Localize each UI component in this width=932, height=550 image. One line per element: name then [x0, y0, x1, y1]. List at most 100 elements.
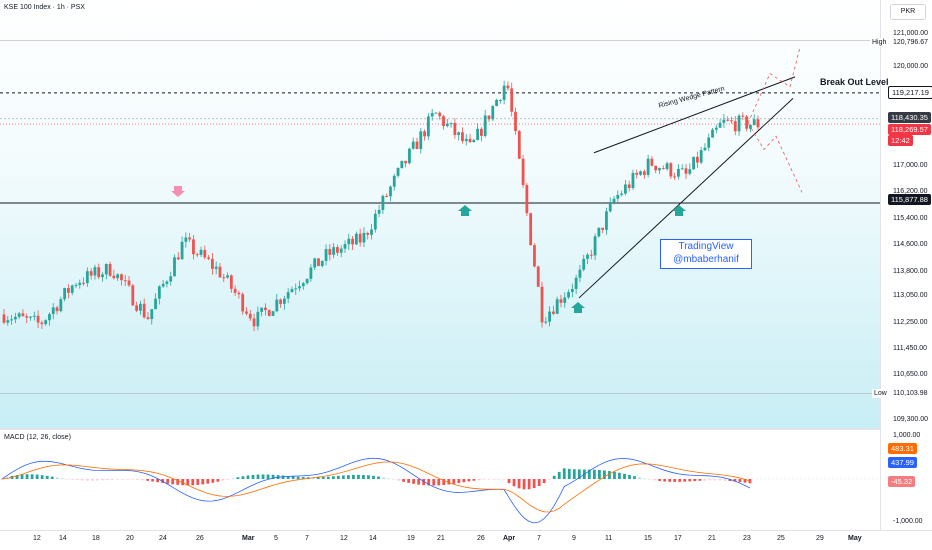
time-tick-label: 21 — [708, 535, 716, 542]
candle-up — [286, 292, 290, 299]
macd-histogram-bar — [653, 479, 657, 481]
macd-histogram-bar — [638, 477, 641, 479]
time-tick-label: 7 — [537, 535, 541, 542]
macd-histogram-bar — [326, 476, 330, 479]
candle-up — [677, 168, 680, 177]
candle-down — [229, 275, 233, 289]
macd-histogram-bar — [281, 475, 285, 479]
macd-histogram-bar — [85, 479, 89, 481]
candle-up — [718, 122, 722, 128]
macd-histogram-bar — [397, 479, 400, 481]
candle-down — [453, 122, 457, 135]
candle-down — [176, 257, 180, 260]
candle-up — [483, 115, 487, 136]
macd-histogram-bar — [457, 479, 461, 484]
last-price-tag: 118,430.35 — [888, 112, 931, 123]
macd-histogram-bar — [663, 479, 667, 482]
currency-button[interactable]: PKR — [890, 4, 926, 20]
candle-up — [426, 116, 430, 137]
macd-histogram-bar — [437, 479, 441, 486]
candle-down — [510, 88, 514, 112]
candle-up — [173, 257, 176, 277]
candle-down — [438, 112, 442, 117]
candle-down — [222, 277, 226, 279]
candle-down — [248, 313, 252, 319]
candle-down — [97, 267, 101, 278]
time-tick-label: 5 — [274, 535, 278, 542]
macd-histogram-bar — [261, 474, 265, 479]
candle-up — [282, 298, 286, 304]
macd-histogram-bar — [226, 479, 230, 480]
macd-legend[interactable]: MACD (12, 26, close) — [4, 434, 71, 441]
price-pane[interactable] — [0, 0, 880, 428]
macd-histogram-bar — [452, 479, 456, 484]
macd-histogram-bar — [623, 473, 626, 479]
time-tick-label: 7 — [305, 535, 309, 542]
macd-histogram-bar — [462, 479, 466, 483]
candle-down — [21, 313, 25, 317]
macd-histogram-bar — [316, 477, 320, 479]
candle-up — [688, 169, 692, 174]
support-marker-arrow — [458, 205, 472, 216]
time-tick-label: 23 — [743, 535, 751, 542]
macd-histogram-bar — [246, 475, 250, 479]
candle-down — [67, 288, 70, 293]
time-tick-label: 9 — [572, 535, 576, 542]
macd-histogram-bar — [603, 470, 606, 479]
candle-up — [275, 299, 279, 312]
macd-histogram-bar — [597, 470, 601, 479]
candle-up — [161, 283, 165, 287]
candle-up — [85, 271, 89, 283]
symbol-title[interactable]: KSE 100 Index · 1h · PSX — [4, 4, 85, 11]
price-tick-label: 121,000.00 — [893, 30, 929, 37]
time-tick-label: 15 — [644, 535, 652, 542]
macd-histogram-bar — [723, 479, 727, 481]
time-tick-label: 14 — [59, 535, 67, 542]
macd-histogram-bar — [497, 479, 501, 480]
candle-up — [298, 286, 301, 289]
candle-up — [373, 213, 377, 230]
candle-up — [623, 184, 627, 194]
time-tick-label: May — [848, 535, 862, 542]
candle-up — [93, 267, 97, 276]
macd-histogram-bar — [552, 475, 556, 479]
macd-histogram-bar — [211, 479, 215, 483]
macd-histogram-bar — [693, 479, 697, 482]
pane-separator[interactable] — [0, 428, 932, 430]
macd-histogram-bar — [40, 475, 44, 479]
price-tick-label: 116,200.00 — [893, 188, 928, 196]
macd-histogram-bar — [321, 476, 325, 479]
macd-histogram-bar — [352, 474, 355, 479]
price-tick-label: 120,000.00 — [893, 62, 929, 70]
time-tick-label: 21 — [437, 535, 445, 542]
macd-histogram-bar — [116, 479, 119, 480]
candle-up — [199, 249, 203, 255]
candle-down — [36, 315, 40, 323]
candle-up — [271, 311, 275, 316]
macd-histogram-bar — [216, 479, 220, 482]
macd-histogram-bar — [20, 474, 24, 479]
macd-histogram-bar — [643, 478, 646, 480]
candle-up — [70, 285, 74, 293]
macd-histogram-bar — [392, 479, 395, 480]
candle-up — [184, 237, 188, 242]
candle-down — [529, 213, 533, 246]
candle-up — [154, 298, 157, 310]
macd-hist-tag: -45.32 — [888, 476, 916, 487]
breakout-annotation[interactable]: Break Out Level — [820, 77, 889, 87]
time-axis[interactable] — [0, 530, 932, 550]
macd-histogram-bar — [151, 479, 155, 482]
candle-down — [192, 239, 195, 255]
macd-histogram-bar — [587, 469, 591, 479]
candle-up — [6, 320, 10, 323]
breakout-price-tag: 119,217.19 — [888, 86, 932, 99]
macd-histogram-bar — [402, 479, 406, 482]
candle-down — [514, 111, 517, 132]
macd-histogram-bar — [136, 479, 139, 480]
candle-down — [241, 294, 245, 312]
candle-up — [48, 314, 51, 321]
price-tick-label: 110,650.00 — [893, 371, 928, 379]
time-tick-label: 11 — [605, 535, 613, 542]
candle-down — [661, 168, 665, 170]
candle-up — [434, 112, 438, 114]
